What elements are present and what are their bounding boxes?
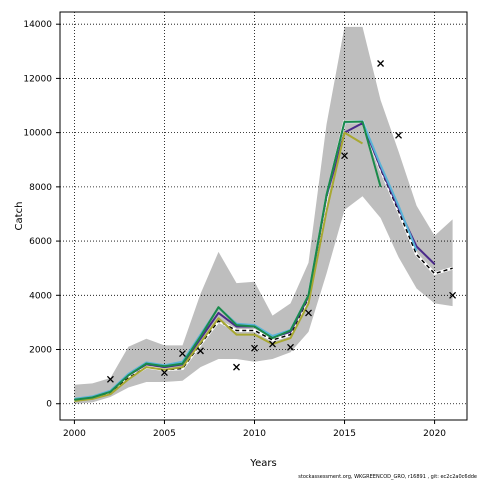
observation-marker: [377, 60, 385, 67]
grid-layer: [60, 12, 467, 420]
x-tick-label: 2010: [243, 429, 266, 439]
series-layer: [74, 120, 454, 402]
y-tick-label: 8000: [29, 183, 52, 193]
y-tick-label: 0: [46, 400, 52, 410]
observation-marker: [269, 340, 276, 348]
confidence-band: [74, 26, 453, 404]
observation-marker: [305, 309, 312, 317]
y-tick-label: 12000: [23, 74, 52, 84]
y-axis-title: Catch: [14, 202, 25, 231]
footer-credit: stockassessment.org, WKGREENCOD_GRO, r16…: [298, 474, 477, 480]
y-tick-label: 6000: [29, 237, 52, 247]
x-tick-label: 2015: [333, 429, 356, 439]
observation-marker: [197, 347, 204, 355]
observation-points-layer: [106, 60, 457, 383]
x-tick-label: 2005: [153, 429, 176, 439]
x-tick-label: 2000: [63, 429, 86, 439]
y-tick-label: 2000: [29, 346, 52, 356]
observation-marker: [449, 291, 457, 299]
series-line-4: [74, 120, 382, 401]
y-tick-label: 14000: [23, 20, 52, 30]
observation-marker: [160, 369, 168, 377]
observation-marker: [341, 152, 348, 160]
observation-marker: [179, 350, 186, 358]
axis-ticks-layer: 2000 2005 2010 2015 2020 0 2000 4000 6000 8000 100…: [23, 20, 446, 439]
plot-frame: [59, 11, 468, 421]
observation-marker: [395, 131, 403, 139]
observation-marker: [106, 375, 114, 383]
x-tick-label: 2020: [423, 429, 446, 439]
confidence-band-layer: [74, 26, 453, 404]
series-line-3: [74, 131, 364, 402]
observation-marker: [251, 344, 258, 352]
y-tick-label: 4000: [29, 291, 52, 301]
x-axis-title: Years: [249, 458, 276, 469]
observation-marker: [233, 363, 240, 371]
observation-marker: [287, 343, 294, 351]
y-tick-label: 10000: [23, 129, 52, 139]
